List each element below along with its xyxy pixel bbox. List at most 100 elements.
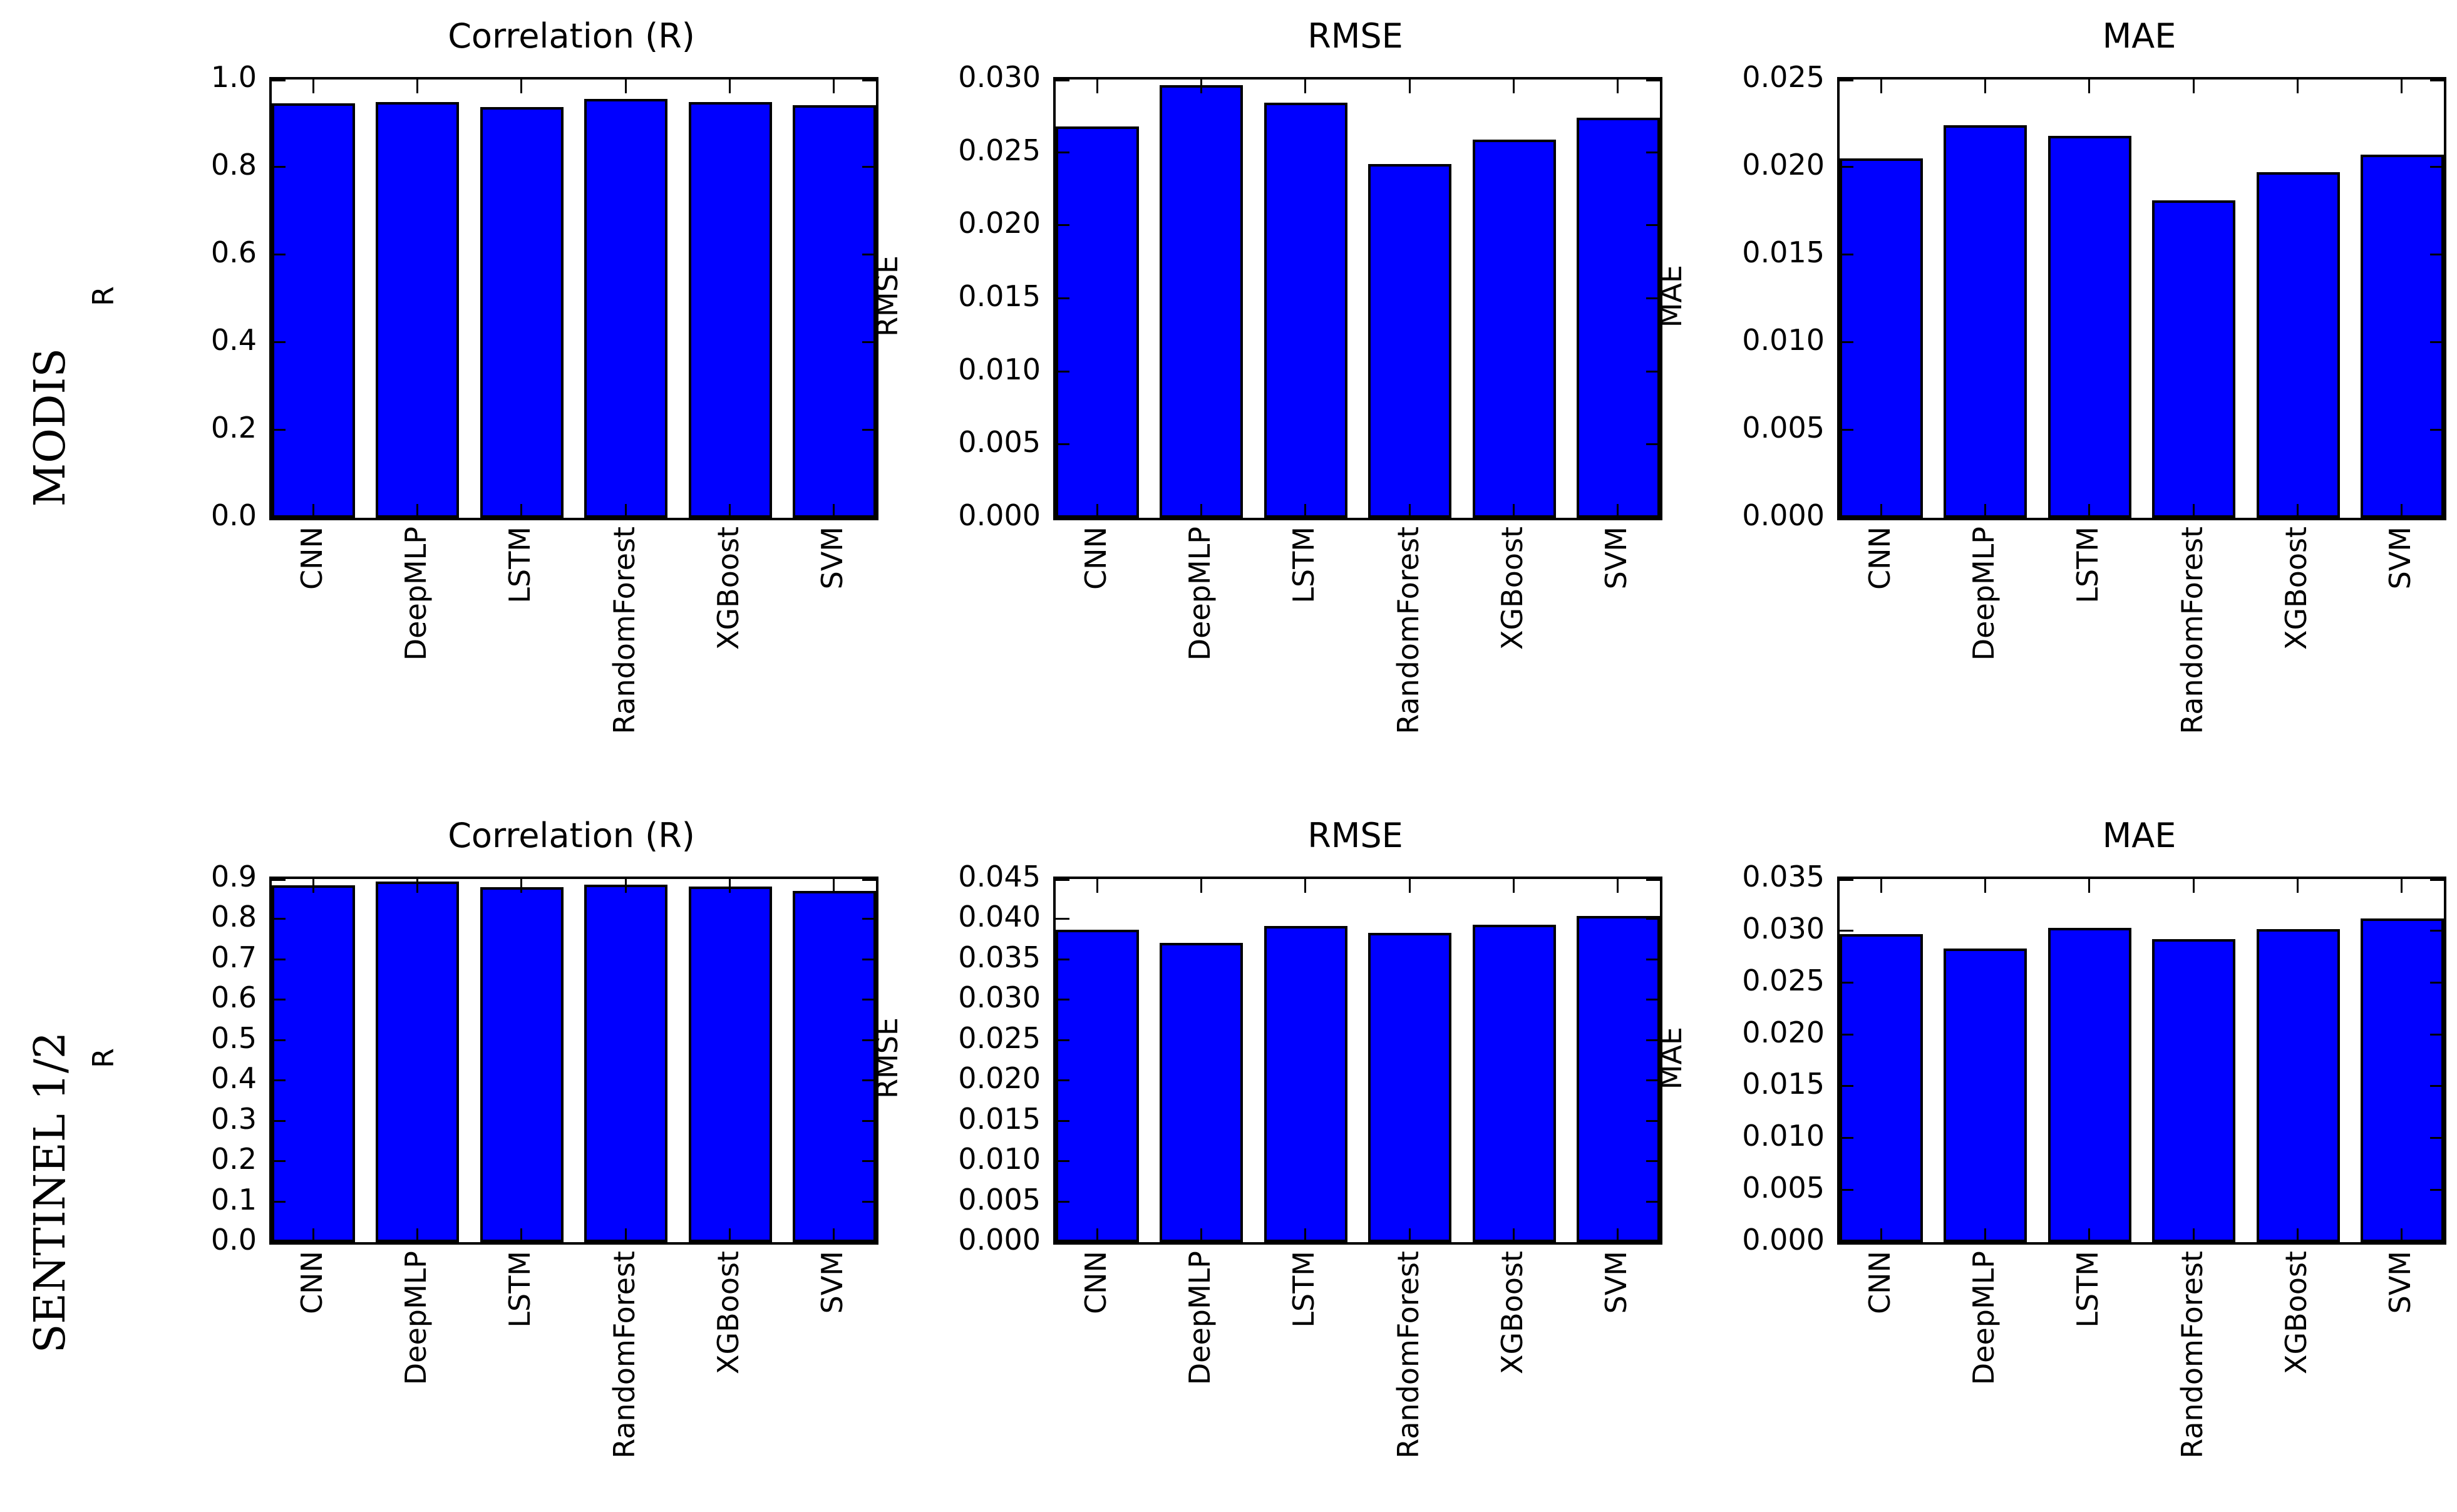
y-tick-left <box>1056 999 1069 1000</box>
x-category-label: RandomForest <box>2175 1251 2209 1459</box>
row-label-sentinel-text: SENTINEL 1/2 <box>25 1032 75 1354</box>
bar-RandomForest <box>584 885 667 1242</box>
y-tick-left <box>272 429 286 431</box>
y-tick-label: 0.3 <box>210 1102 257 1136</box>
x-tick-bottom <box>729 1228 731 1242</box>
y-tick-label: 0.1 <box>210 1183 257 1216</box>
y-tick-right <box>1646 918 1660 920</box>
bar-XGBoost <box>689 102 772 518</box>
y-tick-label: 0.2 <box>210 411 257 445</box>
y-tick-right <box>862 879 876 881</box>
x-tick-bottom <box>2401 504 2403 518</box>
bar-RandomForest <box>2152 939 2235 1242</box>
row-label-modis: MODIS <box>13 77 88 778</box>
chart-title: MAE <box>2102 16 2176 56</box>
chart-title: RMSE <box>1307 816 1403 855</box>
y-tick-right <box>2430 1137 2444 1139</box>
x-tick-bottom <box>1880 1228 1882 1242</box>
bar-SVM <box>2361 155 2444 518</box>
y-tick-label: 0.0 <box>210 1223 257 1257</box>
x-tick-top <box>1096 80 1098 93</box>
bar-LSTM <box>2048 136 2131 518</box>
y-tick-left <box>1056 80 1069 81</box>
bar-DeepMLP <box>1944 125 2027 518</box>
y-tick-right <box>862 429 876 431</box>
y-tick-right <box>862 959 876 960</box>
y-axis-label: MAE <box>1654 1026 1688 1090</box>
y-axis-label-wrap: R <box>81 77 125 515</box>
x-category-label: RandomForest <box>1391 1251 1425 1459</box>
bar-RandomForest <box>1368 164 1451 518</box>
x-category-label: LSTM <box>503 527 537 604</box>
y-tick-right <box>862 1241 876 1243</box>
y-tick-label: 0.030 <box>958 980 1041 1014</box>
y-tick-left <box>1056 918 1069 920</box>
x-tick-top <box>729 879 731 893</box>
y-tick-label: 0.0 <box>210 498 257 532</box>
x-tick-bottom <box>833 504 835 518</box>
y-tick-left <box>272 1079 286 1081</box>
y-tick-left <box>272 1241 286 1243</box>
x-tick-top <box>1880 879 1882 893</box>
x-tick-bottom <box>1304 504 1306 518</box>
y-tick-label: 0.040 <box>958 900 1041 933</box>
y-axis-label: MAE <box>1654 264 1688 328</box>
y-tick-label: 0.6 <box>210 980 257 1014</box>
y-tick-label: 0.025 <box>958 1021 1041 1055</box>
x-tick-bottom <box>2401 1228 2403 1242</box>
x-category-label: LSTM <box>1287 527 1321 604</box>
y-tick-right <box>2430 879 2444 881</box>
y-tick-right <box>862 254 876 255</box>
x-category-label: RandomForest <box>607 1251 641 1459</box>
x-category-label: CNN <box>1079 1251 1113 1314</box>
bar-SVM <box>793 891 876 1242</box>
y-tick-left <box>1056 1201 1069 1203</box>
x-category-label: XGBoost <box>1495 1251 1529 1375</box>
x-tick-bottom <box>520 1228 522 1242</box>
y-tick-right <box>2430 341 2444 343</box>
x-tick-bottom <box>2088 504 2090 518</box>
plot-area <box>269 877 878 1245</box>
y-tick-right <box>2430 80 2444 81</box>
y-tick-left <box>272 80 286 81</box>
x-tick-top <box>2193 80 2195 93</box>
y-tick-left <box>1056 879 1069 881</box>
bar-SVM <box>1577 118 1660 518</box>
y-tick-right <box>2430 1241 2444 1243</box>
x-tick-bottom <box>1617 1228 1619 1242</box>
y-tick-label: 0.035 <box>1742 860 1825 893</box>
x-tick-top <box>1096 879 1098 893</box>
y-axis-label: RMSE <box>870 255 904 337</box>
y-tick-right <box>1646 517 1660 518</box>
y-tick-left <box>1056 1241 1069 1243</box>
x-tick-top <box>312 879 314 893</box>
bar-CNN <box>1840 158 1923 518</box>
plot-area <box>1053 77 1662 520</box>
bar-LSTM <box>2048 928 2131 1242</box>
x-tick-top <box>1984 879 1986 893</box>
y-tick-label: 0.020 <box>1742 1016 1825 1049</box>
y-tick-right <box>1646 879 1660 881</box>
bar-DeepMLP <box>1944 949 2027 1242</box>
x-tick-bottom <box>833 1228 835 1242</box>
x-tick-bottom <box>520 504 522 518</box>
x-category-label: SVM <box>1599 1251 1633 1314</box>
y-tick-label: 1.0 <box>210 60 257 94</box>
x-category-label: DeepMLP <box>1183 1251 1217 1386</box>
y-tick-left <box>272 1201 286 1203</box>
x-category-label: LSTM <box>2071 1251 2104 1328</box>
y-tick-label: 0.005 <box>958 425 1041 459</box>
row-label-modis-text: MODIS <box>25 348 75 507</box>
y-tick-left <box>1840 1137 1853 1139</box>
x-tick-top <box>1984 80 1986 93</box>
bar-RandomForest <box>1368 933 1451 1242</box>
y-tick-left <box>1056 1120 1069 1122</box>
y-tick-label: 0.7 <box>210 940 257 974</box>
y-tick-left <box>1840 517 1853 518</box>
y-tick-left <box>272 999 286 1000</box>
x-tick-bottom <box>1304 1228 1306 1242</box>
y-tick-left <box>1840 166 1853 168</box>
x-category-label: XGBoost <box>711 1251 745 1375</box>
y-tick-label: 0.4 <box>210 323 257 357</box>
x-category-label: LSTM <box>503 1251 537 1328</box>
